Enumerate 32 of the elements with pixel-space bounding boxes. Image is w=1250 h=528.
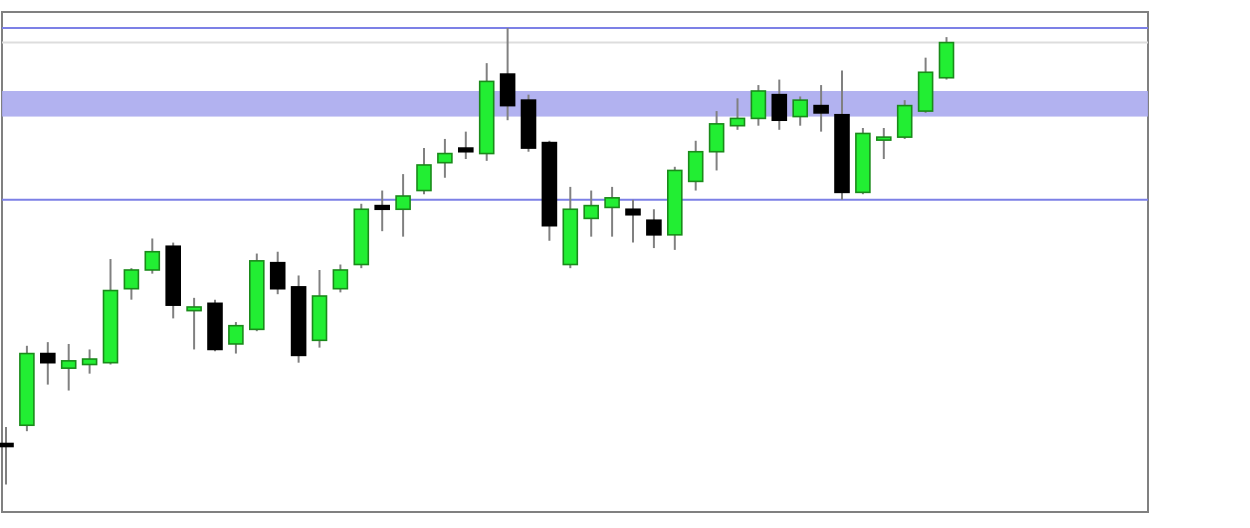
candlestick — [395, 173, 411, 238]
candlestick — [499, 26, 516, 122]
candlestick — [416, 147, 432, 196]
candlestick — [938, 36, 955, 81]
candlestick — [458, 130, 474, 161]
candlestick — [604, 185, 620, 238]
candlestick — [708, 110, 725, 172]
candlestick — [646, 208, 662, 250]
candlestick — [60, 342, 77, 392]
candlestick — [228, 321, 244, 355]
candlestick — [437, 137, 453, 179]
candlestick — [207, 298, 223, 353]
candlestick — [332, 263, 349, 294]
candlestick — [750, 84, 767, 127]
candlestick — [123, 267, 140, 301]
candlestick — [792, 95, 808, 127]
candlestick — [625, 198, 641, 244]
candlestick — [374, 189, 390, 233]
candlestick — [81, 348, 98, 375]
candlestick — [876, 126, 892, 161]
candlestick — [583, 189, 599, 238]
candlestick — [687, 139, 704, 192]
candlestick — [813, 84, 829, 133]
candlestick — [771, 78, 788, 131]
candlestick — [520, 93, 537, 153]
candlestick — [186, 296, 202, 351]
candlestick — [144, 237, 161, 275]
candlestick — [40, 341, 56, 386]
candlestick — [311, 268, 328, 349]
candlestick — [269, 250, 286, 296]
candlestick — [917, 56, 934, 114]
candlestick — [896, 99, 913, 140]
